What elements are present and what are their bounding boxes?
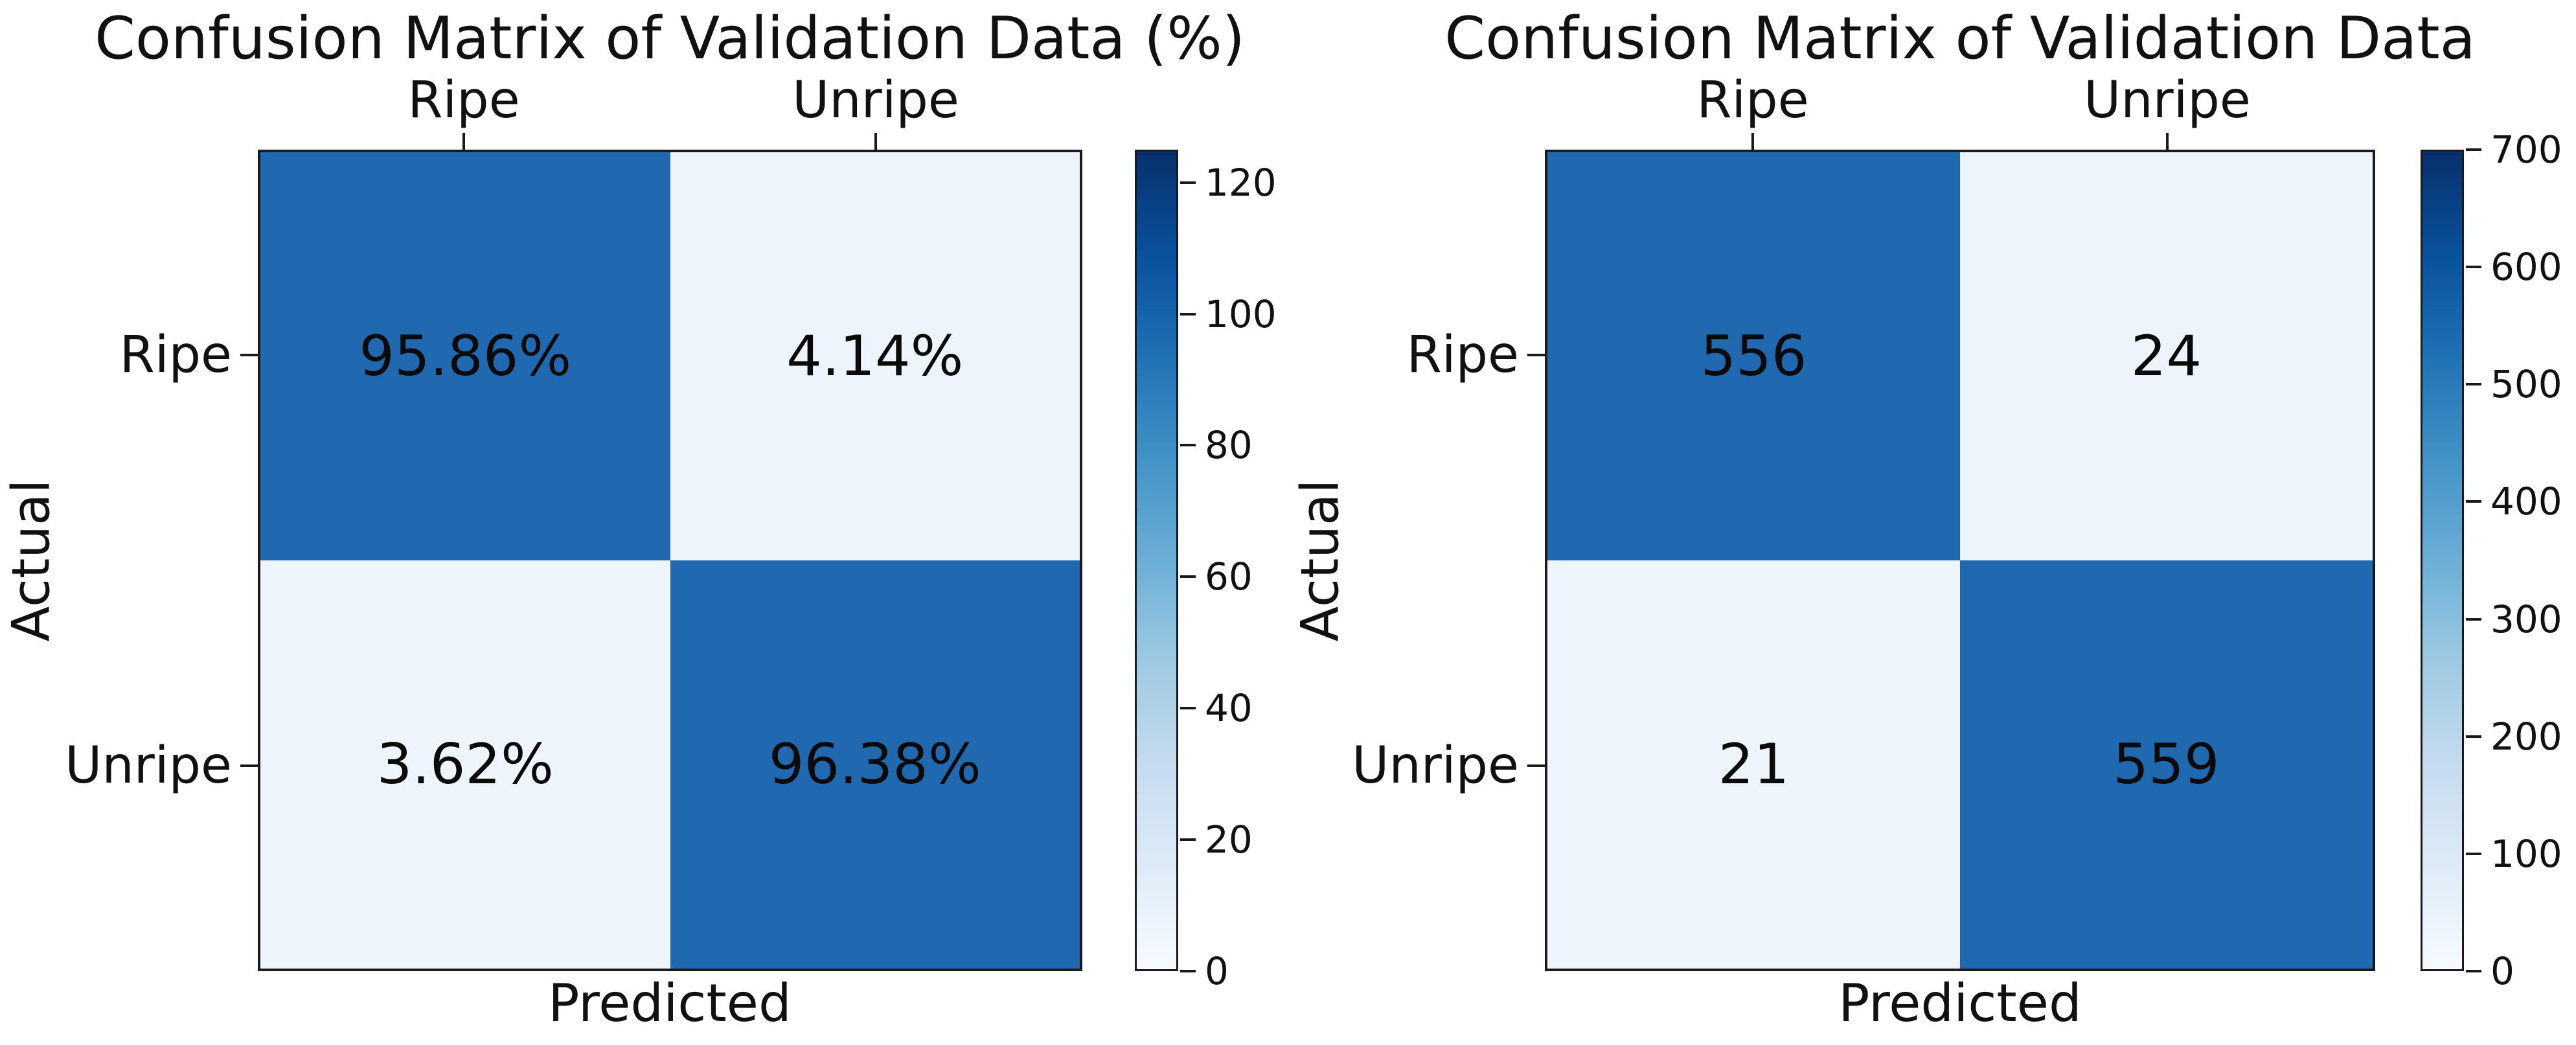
heatmap-cell: 95.86% [260, 152, 670, 560]
colorbar-tick-label: 0 [2491, 949, 2514, 993]
left-heatmap-matrix: 95.86% 4.14% 3.62% 96.38% [258, 150, 1082, 971]
left-colorbar [1135, 150, 1178, 971]
right-chart-title: Confusion Matrix of Validation Data [1444, 5, 2476, 73]
colorbar-tick-label: 40 [1205, 686, 1253, 731]
left-colorbar-ticks: 0 20 40 60 80 100 120 [1180, 150, 1290, 993]
right-x-tick-mark [2166, 133, 2169, 150]
right-y-tick-mark [1527, 354, 1545, 356]
right-heatmap-matrix: 556 24 21 559 [1545, 150, 2375, 971]
right-x-tick-label-unripe: Unripe [2084, 71, 2251, 130]
colorbar-tick-label: 80 [1205, 423, 1253, 468]
right-colorbar [2421, 150, 2464, 971]
colorbar-tick-label: 20 [1205, 818, 1253, 862]
colorbar-tick-label: 200 [2491, 714, 2562, 759]
colorbar-tick-label: 500 [2491, 362, 2562, 407]
colorbar-tick-label: 400 [2491, 479, 2562, 524]
right-y-tick-label-unripe: Unripe [1352, 737, 1519, 795]
colorbar-tick-mark [2466, 735, 2481, 738]
left-x-axis-label: Predicted [548, 973, 792, 1033]
heatmap-cell: 21 [1547, 560, 1960, 969]
right-colorbar-ticks: 0 100 200 300 400 500 600 700 [2466, 128, 2576, 993]
heatmap-cell: 4.14% [670, 152, 1080, 560]
colorbar-tick-mark [2466, 266, 2481, 269]
colorbar-tick-mark [2466, 970, 2481, 972]
left-y-tick-mark [240, 764, 258, 767]
right-x-tick-mark [1751, 133, 1754, 150]
left-x-tick-label-unripe: Unripe [792, 71, 959, 130]
left-x-tick-label-ripe: Ripe [407, 71, 520, 130]
left-y-axis-label: Actual [1, 479, 62, 642]
colorbar-tick-mark [2466, 383, 2481, 386]
colorbar-tick-mark [1180, 312, 1196, 316]
heatmap-cell: 3.62% [260, 560, 670, 969]
colorbar-tick-mark [1180, 181, 1196, 184]
right-x-tick-label-ripe: Ripe [1696, 71, 1809, 130]
colorbar-tick-label: 120 [1205, 160, 1277, 205]
left-x-tick-mark [874, 133, 877, 150]
colorbar-tick-mark [2466, 148, 2481, 151]
colorbar-tick-mark [1180, 707, 1196, 710]
colorbar-tick-label: 300 [2491, 597, 2562, 641]
heatmap-cell: 96.38% [670, 560, 1080, 969]
colorbar-tick-mark [2466, 852, 2481, 855]
colorbar-tick-mark [1180, 970, 1196, 972]
colorbar-tick-label: 700 [2491, 128, 2562, 172]
heatmap-cell: 559 [1960, 560, 2373, 969]
colorbar-tick-mark [1180, 575, 1196, 579]
colorbar-tick-mark [1180, 838, 1196, 842]
right-y-tick-mark [1527, 764, 1545, 767]
left-y-tick-label-ripe: Ripe [119, 326, 232, 384]
colorbar-tick-label: 100 [1205, 292, 1277, 336]
colorbar-tick-label: 600 [2491, 245, 2562, 290]
heatmap-cell: 24 [1960, 152, 2373, 560]
colorbar-tick-label: 0 [1205, 949, 1229, 993]
colorbar-tick-label: 100 [2491, 831, 2562, 876]
colorbar-tick-mark [2466, 500, 2481, 503]
left-x-tick-mark [462, 133, 465, 150]
right-y-tick-label-ripe: Ripe [1406, 326, 1519, 384]
colorbar-tick-mark [2466, 617, 2481, 621]
left-chart-title: Confusion Matrix of Validation Data (%) [95, 5, 1245, 73]
left-y-tick-label-unripe: Unripe [65, 737, 232, 795]
right-x-axis-label: Predicted [1838, 973, 2082, 1033]
right-y-axis-label: Actual [1290, 479, 1351, 642]
colorbar-tick-mark [1180, 444, 1196, 447]
colorbar-tick-label: 60 [1205, 555, 1253, 599]
left-y-tick-mark [240, 354, 258, 356]
heatmap-cell: 556 [1547, 152, 1960, 560]
